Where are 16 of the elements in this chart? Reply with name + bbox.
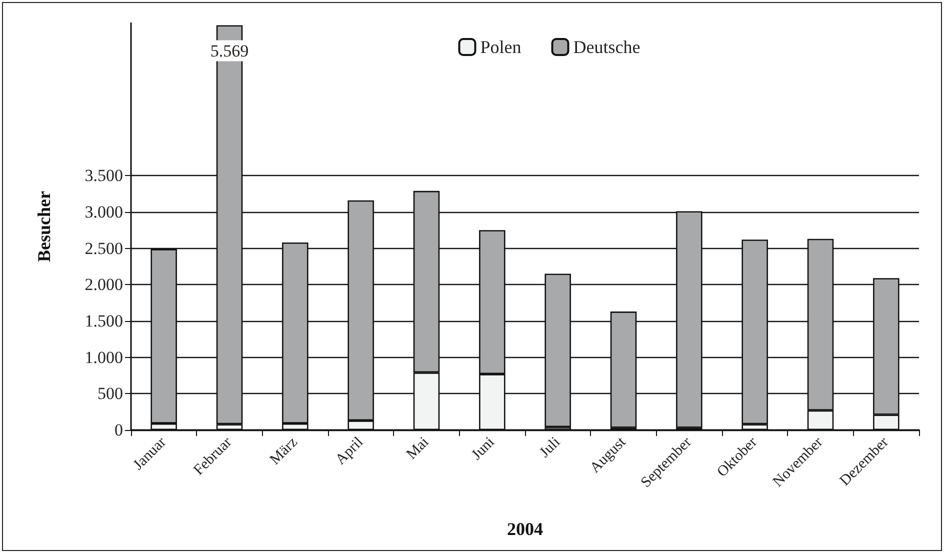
x-tick-label: Mai [404, 434, 432, 463]
y-tick-label: 2.000 [84, 275, 123, 294]
x-axis-title: 2004 [507, 519, 543, 539]
y-tick-label: 1.500 [84, 311, 123, 330]
legend-label: Deutsche [573, 37, 640, 57]
x-tick-label: Juni [468, 434, 498, 464]
y-tick-label: 3.500 [84, 166, 123, 186]
y-tick-label: 3.000 [84, 202, 123, 222]
x-tick-label: Juli [536, 434, 564, 461]
y-tick-label: 500 [98, 384, 123, 404]
legend-label: Polen [480, 37, 522, 57]
y-tick-label: 1.000 [84, 348, 123, 367]
y-tick-label: 0 [114, 420, 123, 440]
y-tick-label: 2.500 [84, 238, 123, 258]
y-axis-title: Besucher [34, 191, 54, 262]
total-label: 5.569 [210, 41, 249, 60]
